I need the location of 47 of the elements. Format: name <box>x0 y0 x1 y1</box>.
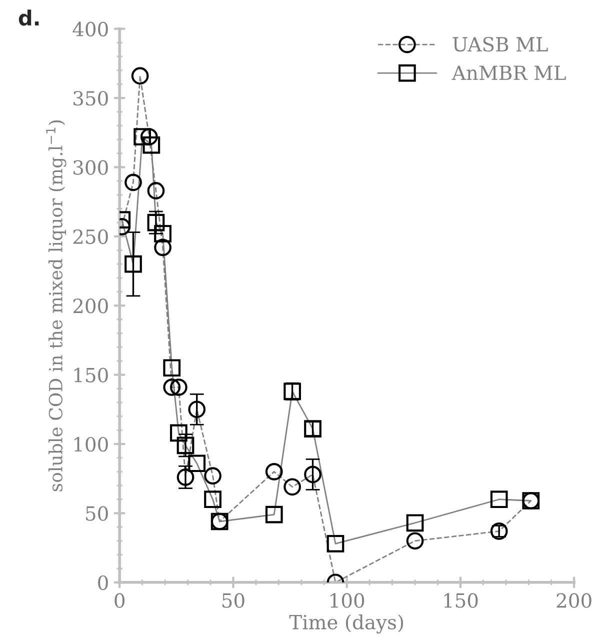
point <box>406 532 424 550</box>
chart-title: d. <box>18 10 39 26</box>
point <box>142 136 160 154</box>
point <box>124 174 142 192</box>
point <box>163 378 181 396</box>
y-tick-label: 400 <box>72 22 108 36</box>
point <box>134 128 152 146</box>
point <box>406 514 424 532</box>
point <box>131 67 149 85</box>
y-tick-label: 300 <box>74 160 108 175</box>
point <box>170 424 188 442</box>
point <box>154 238 172 256</box>
y-axis-title: soluble COD in the mixed liquor (mg.l$^{−1}$) <box>46 120 66 492</box>
point <box>204 467 222 485</box>
x-axis-title: Time (days) <box>289 614 404 634</box>
point <box>176 468 194 486</box>
point <box>147 214 165 232</box>
x-tick-label: 0 <box>114 593 124 608</box>
point <box>140 128 158 146</box>
y-tick-label: 50 <box>86 506 108 521</box>
y-tick-label: 350 <box>74 90 108 106</box>
point <box>154 224 172 242</box>
y-tick-label: 150 <box>74 368 108 382</box>
point <box>265 462 283 480</box>
point <box>304 466 322 484</box>
point <box>490 490 508 508</box>
y-tick-label: 250 <box>73 229 108 244</box>
point <box>188 454 206 472</box>
point <box>326 534 344 552</box>
x-tick-label: 100 <box>330 593 364 608</box>
point <box>176 436 194 454</box>
point <box>147 182 165 200</box>
point <box>188 400 206 418</box>
point <box>265 506 283 524</box>
x-tick-label: 50 <box>222 593 244 608</box>
x-tick-label: 200 <box>556 593 592 608</box>
legend-label: UASB ML <box>452 36 548 52</box>
legend-label: AnMBR ML <box>452 66 566 80</box>
point <box>284 478 301 496</box>
point <box>170 378 188 396</box>
x-tick-label: 150 <box>444 593 478 608</box>
y-tick-label: 100 <box>74 436 108 452</box>
point <box>124 255 142 273</box>
y-tick-label: 200 <box>73 298 108 314</box>
y-tick-label: 0 <box>98 575 108 590</box>
point <box>204 490 222 508</box>
point <box>163 359 181 377</box>
